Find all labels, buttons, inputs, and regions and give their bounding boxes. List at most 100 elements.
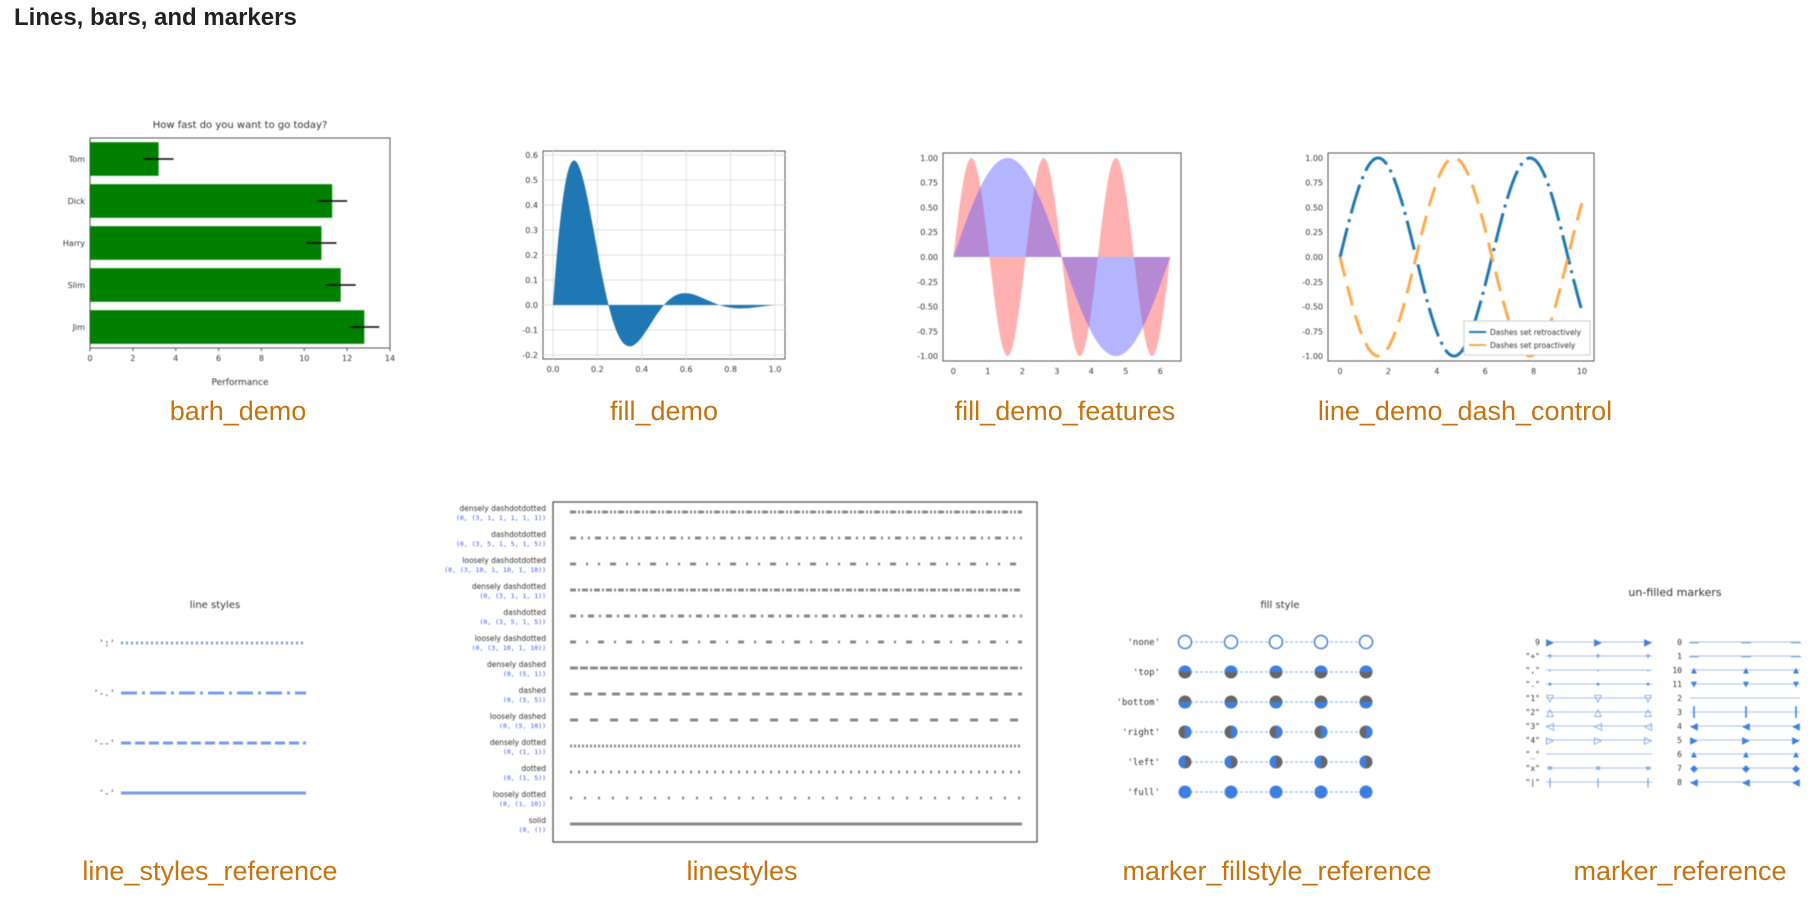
y-tick-label: 0.50 [920,203,938,212]
marker-half [1224,755,1231,769]
marker: ▽ [1644,694,1652,705]
marker [1178,785,1192,799]
line-demo-dash-control-link[interactable]: line_demo_dash_control [1317,396,1613,426]
marker-half [1269,755,1276,769]
marker-label: 4 [1677,722,1682,731]
linestyle-label: ':' [99,639,115,649]
marker: ◀ [1690,778,1698,789]
line-demo-dash-control-thumbnail[interactable]: 0 2 4 6 8 10 1.00 0.75 0.50 0.25 0.00 -0.25 -0.50 -0.… [1250,145,1610,385]
marker-label: 7 [1677,764,1682,773]
x-tick-label: 1 [985,367,990,376]
linestyle-name: loosely dashdotted [475,634,547,643]
marker: ┃ [1691,706,1697,719]
fillstyle-label: 'full' [1127,788,1160,798]
y-tick-label: 0.50 [1305,203,1323,212]
fillstyle-label: 'bottom' [1117,698,1160,708]
marker: ◀ [1690,722,1698,733]
marker: | [1549,778,1552,789]
marker-half [1178,702,1192,709]
y-tick-label: 0.5 [525,176,538,185]
fill-demo-features-thumbnail[interactable]: 0 1 2 3 4 5 6 1.00 0.75 0.50 0.25 0.00 -0.25 -0.50 -0.… [885,145,1195,385]
marker-label: "." [1526,680,1540,689]
marker: — [1791,652,1801,663]
x-tick-label: 0.2 [591,365,604,374]
marker: ◁ [1546,722,1554,733]
marker: ▷ [1594,736,1602,747]
fill-demo-thumbnail[interactable]: 0.0 0.2 0.4 0.6 0.8 1.0 0.6 0.5 0.4 0.3 0.2 0.1 0.0-… [495,145,795,385]
marker: — [1741,652,1751,663]
marker [1224,785,1238,799]
line-styles-reference-link[interactable]: line_styles_reference [82,856,338,886]
chart-title: line styles [190,600,240,611]
linestyle-tuple: (0, (3, 5, 1, 5, 1, 5)) [456,540,546,548]
marker: ▽ [1594,694,1602,705]
fill-demo-features-link[interactable]: fill_demo_features [954,396,1176,426]
plot-frame [942,152,1182,362]
marker: ◀ [1792,778,1800,789]
y-tick-label: 0.1 [525,276,538,285]
linestyle-name: dotted [521,764,546,773]
linestyles-link[interactable]: linestyles [686,856,798,886]
marker: ▲ [1689,750,1699,761]
chart-title: fill style [1260,600,1299,611]
marker-label: "," [1526,666,1540,675]
marker: ┃ [1743,706,1749,719]
marker-half [1224,665,1238,672]
fill-demo-link[interactable]: fill_demo [609,396,719,426]
marker-half [1178,665,1192,672]
marker: — [1689,638,1699,649]
marker: ◀ [1742,722,1750,733]
y-tick-label: -0.75 [917,327,938,336]
linestyle-name: loosely dashdotdotted [462,556,546,565]
marker-half [1314,702,1328,709]
y-tick-label: Jim [72,323,86,332]
marker: ▶ [1546,638,1554,649]
barh-demo-link[interactable]: barh_demo [169,396,307,426]
x-tick-label: 0.0 [547,365,560,374]
marker: × [1595,764,1601,775]
bar [90,184,333,218]
section-heading: Lines, bars, and markers [14,4,297,31]
line-styles-reference-thumbnail[interactable]: line styles ':' '-.' '--' '-' [85,590,325,810]
marker [1313,634,1329,650]
barh-demo-thumbnail[interactable]: How fast do you want to go today? Tom Dic… [60,110,400,395]
y-tick-label: -0.25 [1302,278,1323,287]
y-tick-label: -1.00 [917,352,938,361]
fillstyle-label: 'top' [1133,668,1160,678]
barh-demo-chart: How fast do you want to go today? Tom Dic… [63,120,395,388]
marker: ▲ [1741,750,1751,761]
marker: ▶ [1644,638,1652,649]
linestyle-tuple: (0, (1, 10)) [499,800,546,808]
marker-reference-thumbnail[interactable]: un-filled markers 9 ▶ ▶ ▶ "+" + + + "," · · · "." • • •… [1510,578,1810,818]
marker-fillstyle-reference-thumbnail[interactable]: fill style 'none' 'top' 'bottom' 'right' 'le… [1110,590,1410,815]
plot-frame [552,501,1038,843]
linestyle-name: dashdotted [503,608,546,617]
marker: ◆ [1690,764,1698,775]
marker-label: "_" [1526,750,1540,759]
marker: · [1548,666,1551,677]
linestyles-thumbnail[interactable]: densely dashdotdotted (0, (3, 1, 1, 1, 1,… [440,500,1040,845]
marker-fillstyle-reference-chart: fill style 'none' 'top' 'bottom' 'right' 'le… [1117,600,1374,799]
linestyle-tuple: (0, (1, 5)) [503,774,546,782]
marker-half [1359,755,1366,769]
y-tick-label: -0.2 [522,351,538,360]
marker-label: "+" [1526,652,1540,661]
x-axis-label: Performance [211,378,268,388]
y-tick-label: 0.75 [920,179,938,188]
linestyle-name: loosely dotted [493,790,547,799]
filled-area [953,158,1171,356]
marker: ◀ [1792,722,1800,733]
linestyles-chart: densely dashdotdotted(0, (3, 1, 1, 1, 1,… [444,501,1038,843]
y-tick-label: 0.2 [525,251,538,260]
marker-label: "1" [1526,694,1540,703]
marker: △ [1644,708,1652,719]
linestyle-label: '--' [93,739,115,749]
marker-label: 8 [1677,778,1682,787]
linestyle-name: dashed [519,686,547,695]
marker-reference-link[interactable]: marker_reference [1573,856,1787,886]
marker: × [1547,764,1553,775]
marker: ▶ [1594,638,1602,649]
marker: △ [1594,708,1602,719]
marker-fillstyle-reference-link[interactable]: marker_fillstyle_reference [1122,856,1432,886]
x-tick-label: 6 [216,354,221,363]
